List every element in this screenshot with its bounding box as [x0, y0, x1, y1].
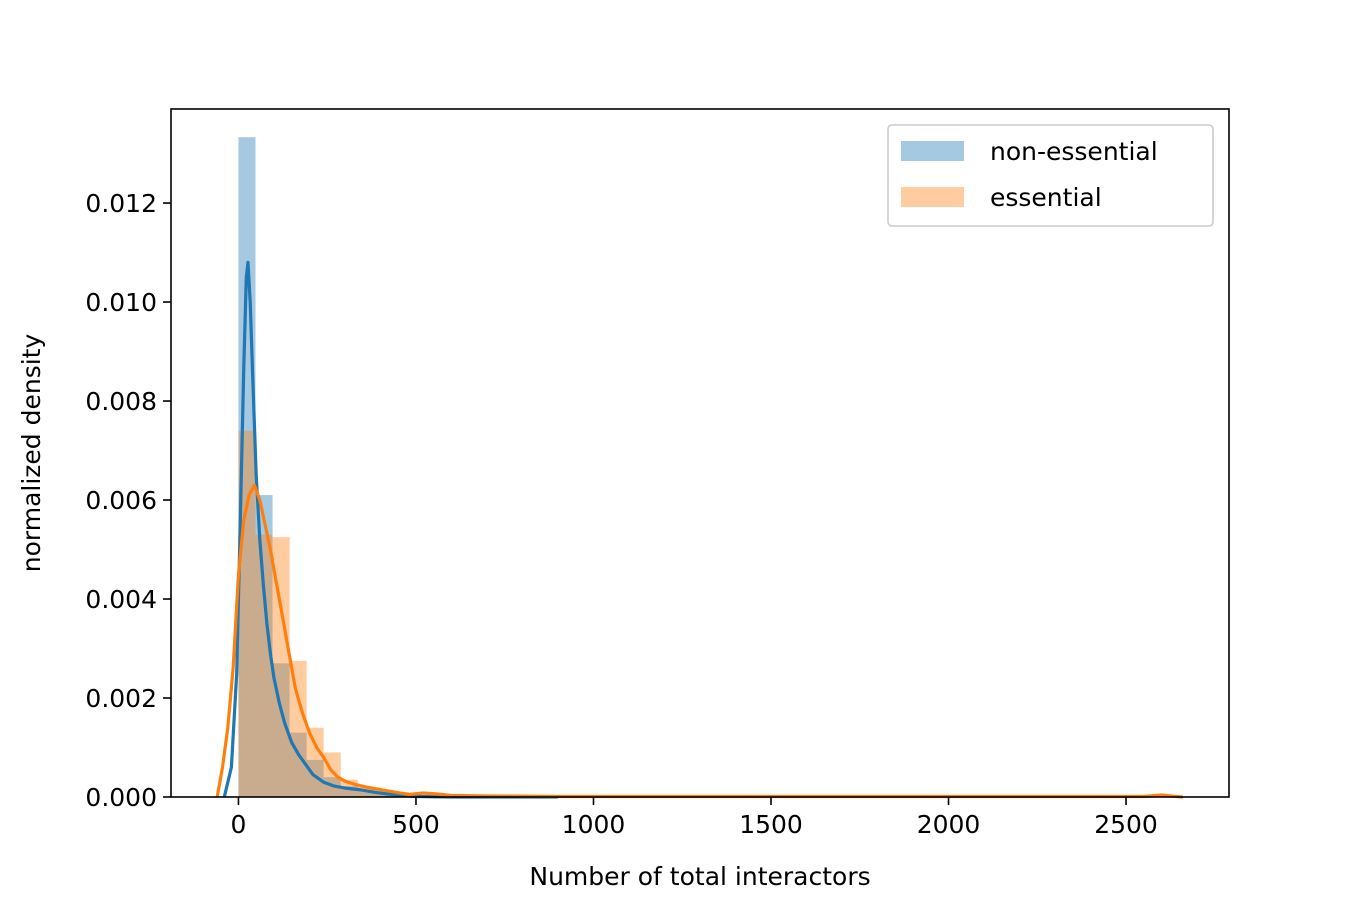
bar-non-essential-1	[255, 495, 273, 797]
y-tick-label-1: 0.002	[85, 684, 157, 713]
x-axis: 0 500 1000 1500 2000 2500	[231, 797, 1158, 839]
x-tick-label-1000: 1000	[562, 810, 626, 839]
y-tick-label-3: 0.006	[85, 486, 157, 515]
legend-label-essential: essential	[990, 183, 1102, 212]
x-axis-label: Number of total interactors	[529, 862, 870, 891]
y-tick-label-6: 0.012	[85, 189, 157, 218]
bar-essential-1	[255, 534, 273, 797]
legend: non-essential essential	[887, 124, 1214, 227]
bar-essential-2	[272, 537, 290, 797]
bar-non-essential-7	[357, 789, 375, 797]
legend-swatch-essential	[901, 187, 964, 207]
bar-essential-3	[289, 660, 307, 797]
x-tick-label-0: 0	[231, 810, 247, 839]
y-tick-label-2: 0.004	[85, 585, 157, 614]
kde-line-non-essential	[222, 260, 558, 799]
y-tick-label-5: 0.010	[85, 288, 157, 317]
plot-frame	[170, 108, 1230, 798]
y-tick-label-0: 0.000	[85, 783, 157, 812]
y-axis: 0.000 0.002 0.004 0.006 0.008 0.010 0.012	[85, 189, 171, 812]
y-tick-label-4: 0.008	[85, 387, 157, 416]
x-tick-label-2000: 2000	[917, 810, 981, 839]
y-axis-label: normalized density	[17, 334, 46, 573]
x-tick-label-500: 500	[392, 810, 440, 839]
histogram-bars	[238, 137, 1180, 797]
legend-swatch-non-essential	[901, 141, 964, 161]
legend-label-non-essential: non-essential	[990, 137, 1158, 166]
bar-non-essential-6	[340, 786, 358, 797]
x-tick-label-1500: 1500	[739, 810, 803, 839]
x-tick-label-2500: 2500	[1094, 810, 1158, 839]
legend-box	[887, 124, 1214, 227]
bar-essential-4	[306, 727, 324, 797]
